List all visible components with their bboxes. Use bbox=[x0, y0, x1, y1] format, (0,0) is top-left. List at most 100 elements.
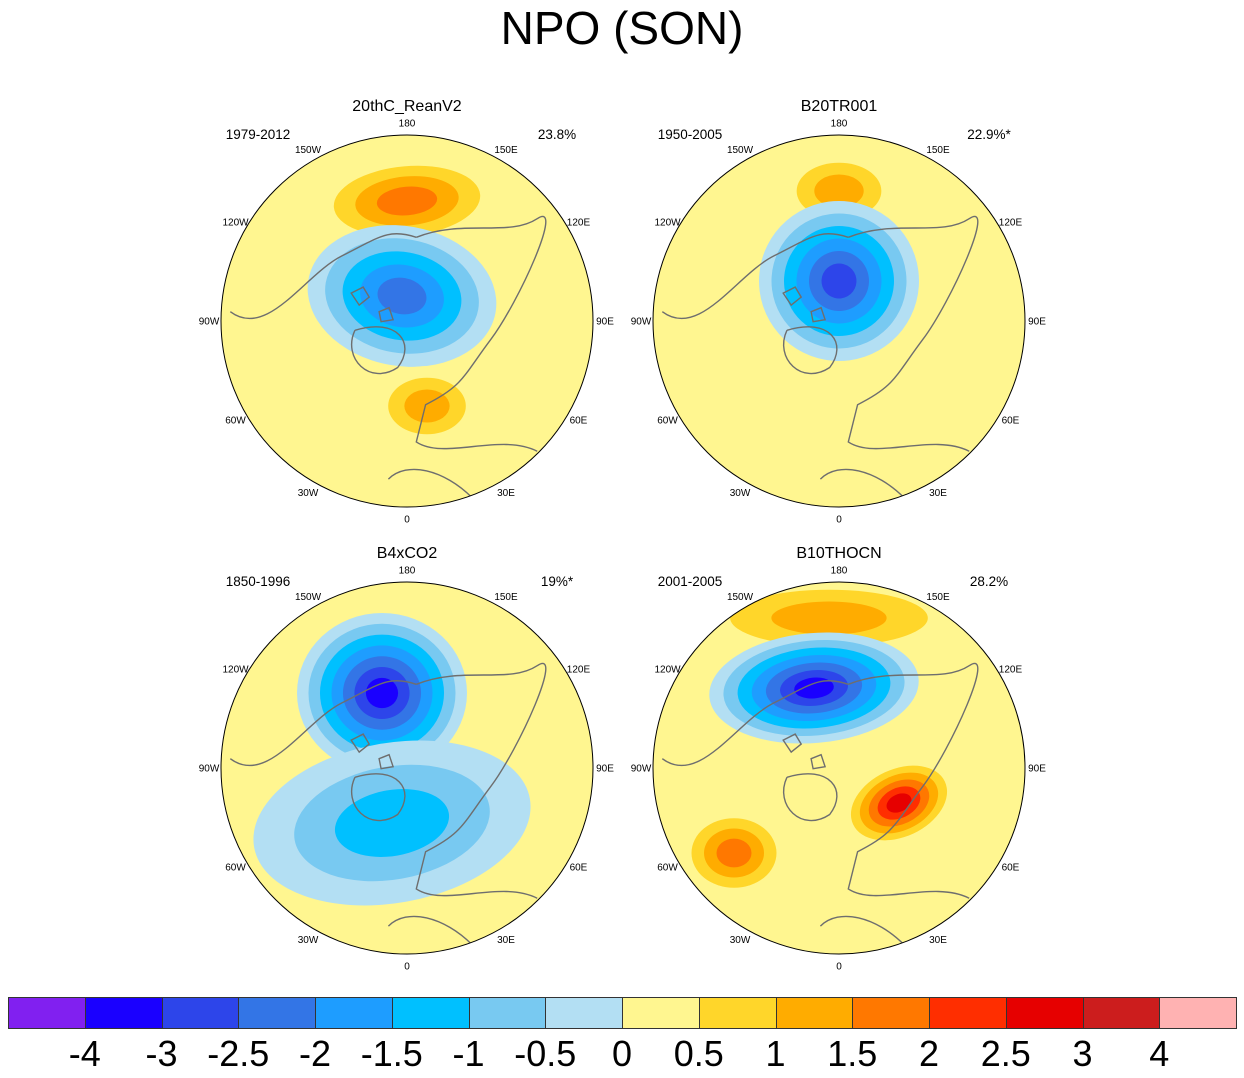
coastline bbox=[415, 662, 547, 899]
colorbar-swatch bbox=[84, 997, 163, 1029]
longitude-label: 90W bbox=[631, 764, 652, 775]
coastline bbox=[782, 286, 827, 323]
colorbar-swatch bbox=[315, 997, 393, 1029]
map-field bbox=[221, 135, 593, 507]
longitude-label: 0 bbox=[836, 515, 842, 526]
colorbar-swatch bbox=[698, 997, 777, 1029]
contour-level bbox=[376, 186, 438, 216]
longitude-label: 0 bbox=[404, 962, 410, 973]
longitude-label: 30W bbox=[730, 488, 751, 499]
longitude-label: 180 bbox=[399, 119, 416, 130]
longitude-label: 120E bbox=[999, 218, 1023, 229]
panels-canvas: 180 150E 120E 90E 60E 30E 0 30W 60W 90W 120W 150W 20… bbox=[199, 98, 1047, 973]
longitude-label: 150E bbox=[494, 592, 518, 603]
colorbar bbox=[8, 997, 1237, 1031]
colorbar-tick-label: 0 bbox=[611, 1033, 633, 1074]
longitude-label: 180 bbox=[399, 566, 416, 577]
map-border bbox=[220, 134, 594, 508]
colorbar-tick-label: -4 bbox=[68, 1033, 101, 1074]
coastline bbox=[387, 915, 473, 946]
longitude-label: 0 bbox=[836, 962, 842, 973]
map-border bbox=[220, 581, 594, 955]
panel-period: 1850-1996 bbox=[226, 574, 291, 589]
colorbar-tick-label: 2 bbox=[918, 1033, 940, 1074]
longitude-label: 60E bbox=[1002, 416, 1020, 427]
longitude-label: 150E bbox=[926, 145, 950, 156]
map-field bbox=[653, 135, 1025, 507]
longitude-label: 90W bbox=[199, 317, 220, 328]
longitude-label: 90E bbox=[1028, 317, 1046, 328]
contour-level bbox=[814, 174, 864, 208]
colorbar-tick-label: 1.5 bbox=[827, 1033, 878, 1074]
panel-variance: 28.2% bbox=[970, 574, 1008, 589]
figure-title: NPO (SON) bbox=[500, 2, 744, 54]
panel-variance: 19%* bbox=[541, 574, 574, 589]
colorbar-swatch bbox=[1005, 997, 1084, 1029]
longitude-label: 60E bbox=[570, 416, 588, 427]
colorbar-swatch bbox=[1159, 997, 1237, 1029]
longitude-label: 30W bbox=[730, 935, 751, 946]
colorbar-swatch bbox=[238, 997, 316, 1029]
longitude-label: 60W bbox=[225, 863, 246, 874]
longitude-label: 90W bbox=[631, 317, 652, 328]
longitude-label: 150E bbox=[494, 145, 518, 156]
longitude-label: 120W bbox=[654, 665, 681, 676]
coastlines bbox=[661, 662, 979, 946]
longitude-label: 60E bbox=[570, 863, 588, 874]
longitude-label: 150W bbox=[295, 145, 322, 156]
coastline bbox=[782, 733, 827, 770]
longitude-label: 150W bbox=[727, 592, 754, 603]
colorbar-tick-label: 0.5 bbox=[673, 1033, 724, 1074]
anomaly-negative-2 bbox=[253, 740, 531, 906]
longitude-label: 30E bbox=[497, 488, 515, 499]
coastline bbox=[229, 680, 417, 767]
colorbar-swatch bbox=[929, 997, 1007, 1029]
panel-period: 2001-2005 bbox=[658, 574, 723, 589]
anomaly-negative-2 bbox=[759, 201, 919, 361]
longitude-label: 90E bbox=[1028, 764, 1046, 775]
longitude-label: 30W bbox=[298, 488, 319, 499]
longitude-label: 90E bbox=[596, 764, 614, 775]
contour-level bbox=[821, 263, 857, 299]
colorbar-swatch bbox=[852, 997, 930, 1029]
colorbar-tick-label: -1.5 bbox=[360, 1033, 423, 1074]
panel-period: 1950-2005 bbox=[658, 127, 723, 142]
colorbar-swatch bbox=[545, 997, 623, 1029]
contour-level bbox=[334, 789, 450, 857]
longitude-label: 120E bbox=[567, 665, 591, 676]
map-panel-2: 180 150E 120E 90E 60E 30E 0 30W 60W 90W 120W 150W B2… bbox=[631, 98, 1047, 526]
anomaly-positive-1 bbox=[312, 155, 502, 247]
panel-variance: 23.8% bbox=[538, 127, 576, 142]
colorbar-swatch bbox=[622, 997, 700, 1029]
colorbar-tick-label: -2.5 bbox=[207, 1033, 270, 1074]
longitude-label: 180 bbox=[831, 119, 848, 130]
map-field bbox=[653, 582, 1025, 954]
panel-title: B20TR001 bbox=[801, 98, 878, 115]
colorbar-tick-label: 1 bbox=[765, 1033, 786, 1074]
colorbar-swatch bbox=[775, 997, 854, 1029]
longitude-label: 150E bbox=[926, 592, 950, 603]
contour-level bbox=[377, 277, 427, 315]
longitude-label: 90W bbox=[199, 764, 220, 775]
panel-title: B4xCO2 bbox=[377, 545, 438, 562]
anomaly-negative-1 bbox=[297, 613, 467, 773]
longitude-label: 60W bbox=[657, 416, 678, 427]
longitude-label: 120W bbox=[222, 665, 249, 676]
anomaly-positive-3 bbox=[842, 758, 956, 848]
coastline bbox=[415, 215, 547, 452]
coastlines bbox=[229, 662, 547, 946]
coastline bbox=[847, 215, 979, 452]
coastline bbox=[661, 680, 849, 767]
panel-title: B10THOCN bbox=[796, 545, 881, 562]
coastline bbox=[387, 468, 473, 499]
map-field bbox=[221, 582, 593, 954]
map-border bbox=[652, 581, 1026, 955]
longitude-label: 60E bbox=[1002, 863, 1020, 874]
longitude-label: 90E bbox=[596, 317, 614, 328]
map-panel-1: 180 150E 120E 90E 60E 30E 0 30W 60W 90W 120W 150W 20… bbox=[199, 98, 615, 526]
coastline bbox=[350, 773, 406, 822]
colorbar-tick-label: 4 bbox=[1149, 1033, 1170, 1074]
longitude-label: 120E bbox=[567, 218, 591, 229]
coastline bbox=[782, 773, 838, 822]
colorbar-tick-label: 2.5 bbox=[980, 1033, 1031, 1074]
